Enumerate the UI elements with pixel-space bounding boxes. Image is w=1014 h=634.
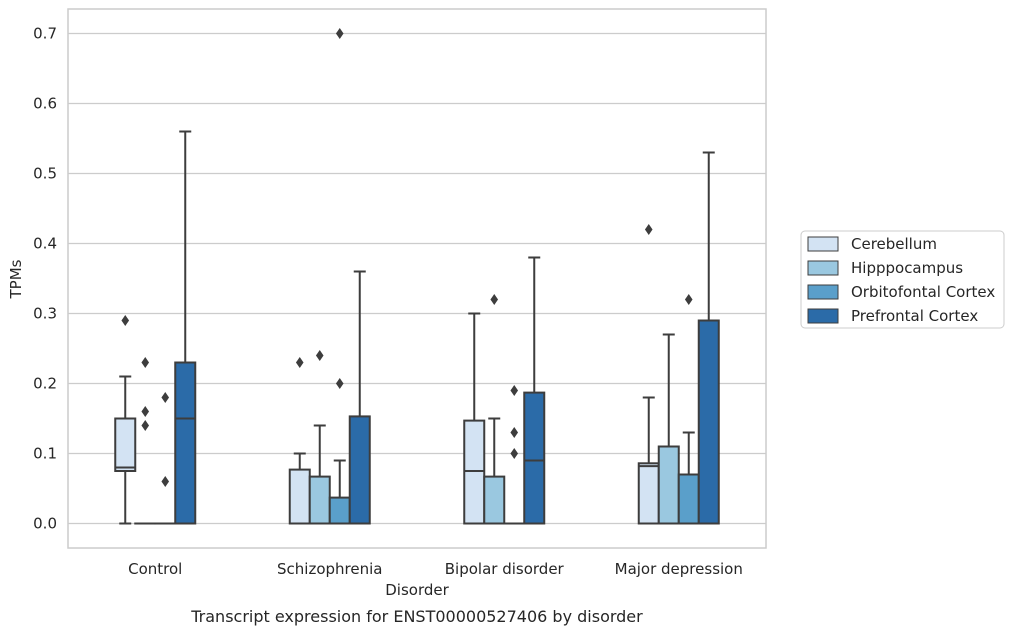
legend-swatch bbox=[807, 284, 839, 300]
outlier-point bbox=[121, 315, 130, 326]
y-tick-label: 0.2 bbox=[33, 375, 57, 393]
box-group bbox=[483, 294, 506, 525]
outlier-point bbox=[315, 350, 324, 361]
outlier-point bbox=[161, 476, 170, 487]
y-tick-label: 0.0 bbox=[33, 515, 57, 533]
box-group bbox=[463, 312, 486, 525]
outlier-point bbox=[295, 357, 304, 368]
outlier-point bbox=[141, 420, 150, 431]
box-group bbox=[154, 392, 177, 525]
outlier-point bbox=[510, 448, 519, 459]
box-body bbox=[288, 468, 311, 525]
box-group bbox=[348, 270, 371, 525]
box-group bbox=[114, 315, 137, 525]
x-tick-labels: Control Schizophrenia Bipolar disorder Majo… bbox=[128, 560, 743, 578]
outlier-point bbox=[141, 406, 150, 417]
plot-frame bbox=[67, 8, 767, 549]
outlier-point bbox=[141, 357, 150, 368]
x-axis-title: Disorder bbox=[385, 581, 449, 599]
outlier-point bbox=[161, 392, 170, 403]
box-group bbox=[657, 333, 680, 525]
box-group bbox=[637, 224, 660, 525]
outlier-point bbox=[510, 385, 519, 396]
legend-label: Orbitofontal Cortex bbox=[851, 283, 995, 301]
box-marks bbox=[114, 28, 720, 525]
y-tick-label: 0.7 bbox=[33, 25, 57, 43]
box-body bbox=[523, 391, 546, 525]
y-tick-labels: 0.0 0.1 0.2 0.3 0.4 0.5 0.6 0.7 bbox=[33, 25, 57, 533]
y-tick-label: 0.3 bbox=[33, 305, 57, 323]
box-body bbox=[463, 419, 486, 525]
y-tick-label: 0.5 bbox=[33, 165, 57, 183]
y-axis-title: TPMs bbox=[7, 259, 25, 299]
x-tick-label: Bipolar disorder bbox=[445, 560, 565, 578]
outlier-point bbox=[644, 224, 653, 235]
y-tick-label: 0.6 bbox=[33, 95, 57, 113]
box-group bbox=[697, 151, 720, 525]
box-body bbox=[483, 475, 506, 525]
box-body bbox=[697, 319, 720, 525]
box-group bbox=[503, 385, 526, 525]
box-body bbox=[677, 473, 700, 525]
legend: Cerebellum Hipppocampus Orbitofontal Corte… bbox=[800, 230, 1005, 329]
outlier-point bbox=[510, 427, 519, 438]
box-body bbox=[328, 496, 351, 525]
outlier-point bbox=[684, 294, 693, 305]
y-tick-label: 0.1 bbox=[33, 445, 57, 463]
legend-label: Prefrontal Cortex bbox=[851, 307, 978, 325]
legend-swatch bbox=[807, 236, 839, 252]
outlier-point bbox=[335, 28, 344, 39]
legend-swatch bbox=[807, 260, 839, 276]
legend-label: Cerebellum bbox=[851, 235, 937, 253]
x-tick-label: Schizophrenia bbox=[277, 560, 382, 578]
x-tick-label: Major depression bbox=[615, 560, 743, 578]
x-tick-label: Control bbox=[128, 560, 182, 578]
box-body bbox=[114, 417, 137, 472]
outlier-point bbox=[490, 294, 499, 305]
legend-swatch bbox=[807, 308, 839, 324]
box-body bbox=[348, 415, 371, 525]
legend-label: Hipppocampus bbox=[851, 259, 963, 277]
box-body bbox=[308, 475, 331, 525]
outlier-point bbox=[335, 378, 344, 389]
legend-frame bbox=[800, 230, 1005, 329]
chart-caption: Transcript expression for ENST0000052740… bbox=[190, 607, 643, 626]
box-group bbox=[174, 130, 197, 525]
box-body bbox=[174, 361, 197, 525]
box-group bbox=[523, 256, 546, 525]
box-body bbox=[637, 462, 660, 525]
y-tick-label: 0.4 bbox=[33, 235, 57, 253]
box-body bbox=[657, 445, 680, 525]
